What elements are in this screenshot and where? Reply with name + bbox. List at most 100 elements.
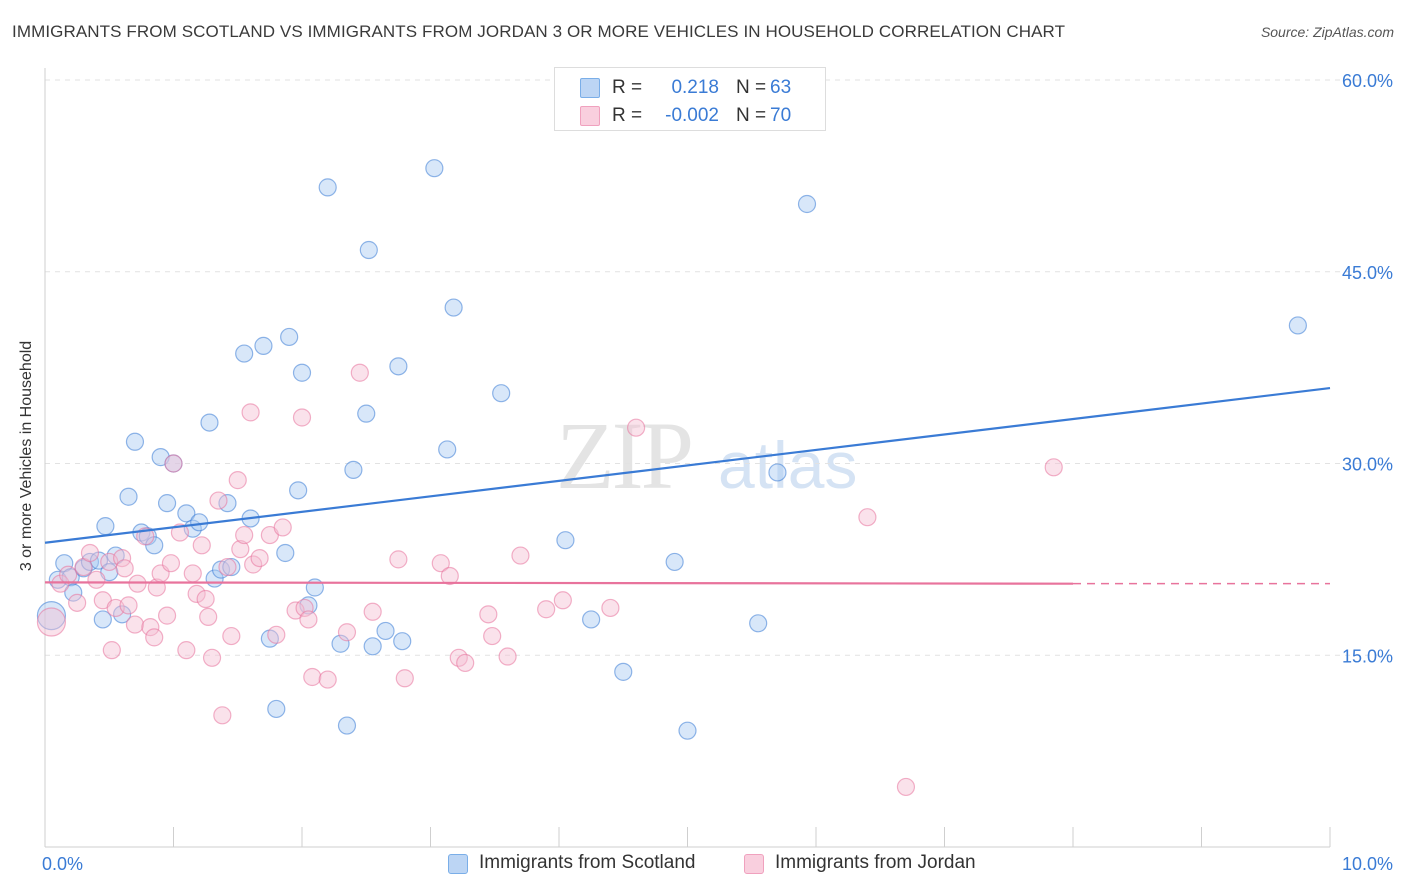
scotland-point (96, 517, 115, 536)
scotland-point (157, 494, 177, 513)
jordan-point (218, 557, 237, 577)
r-label: R = (612, 77, 643, 98)
scotland-point (768, 463, 787, 482)
jordan-point (192, 536, 211, 555)
jordan-point (209, 491, 228, 510)
jordan-point (36, 607, 67, 637)
scotland-point (582, 610, 601, 629)
scotland-point (359, 240, 378, 260)
scotland-point (177, 504, 196, 523)
jordan-point (59, 565, 78, 584)
scotland-point (292, 363, 312, 382)
jordan-point (222, 626, 241, 646)
jordan-point (295, 598, 314, 618)
jordan-point (299, 610, 318, 629)
jordan-point (553, 591, 572, 610)
jordan-point (141, 618, 160, 637)
scotland-point (190, 513, 209, 532)
trend-lines (44, 386, 1331, 585)
scotland-point (36, 601, 67, 631)
scotland-point (318, 178, 337, 197)
jordan-point (1044, 458, 1063, 477)
jordan-point (498, 647, 517, 666)
scotland-point (267, 699, 286, 719)
scotland-point (222, 557, 241, 577)
scotland-point (665, 552, 684, 572)
y-tick-label: 45.0% (1342, 263, 1393, 283)
jordan-point (250, 548, 269, 568)
jordan-point (303, 667, 322, 687)
jordan-point (183, 564, 202, 583)
jordan-point (363, 602, 382, 621)
jordan-point (479, 605, 498, 624)
scotland-point (254, 336, 273, 355)
scotland-point (376, 621, 395, 641)
scotland-point (438, 440, 457, 459)
jordan-point (858, 508, 877, 527)
jordan-point (115, 559, 134, 578)
scotland-point (276, 543, 295, 563)
r-value: -0.002 (665, 105, 719, 126)
jordan-swatch (580, 106, 600, 126)
series-legend: Immigrants from Scotland Immigrants from… (0, 852, 1406, 878)
scotland-point (344, 460, 363, 479)
scotland-point (389, 357, 408, 376)
jordan-point (125, 615, 145, 634)
jordan-point (187, 584, 206, 603)
jordan-point (128, 574, 147, 593)
scotland-point (614, 662, 633, 681)
scotland-point (492, 384, 511, 403)
jordan-point (228, 471, 247, 490)
jordan-point (431, 554, 450, 573)
jordan-point (235, 525, 254, 545)
stats-legend: R = 0.218 N = 63 R = -0.002 N = 70 (554, 67, 826, 131)
scotland-point (357, 404, 376, 423)
jordan-point (350, 363, 369, 382)
scotland-point (119, 487, 138, 506)
scotland-point (125, 432, 145, 451)
jordan-point (267, 625, 286, 644)
scotland-legend-swatch (448, 854, 468, 874)
jordan-point (896, 777, 916, 797)
source-label: Source: ZipAtlas.com (1260, 24, 1394, 40)
watermark-atlas: atlas (718, 428, 857, 502)
y-tick-label: 30.0% (1342, 455, 1393, 475)
axes (44, 68, 1331, 848)
jordan-point (395, 669, 414, 688)
jordan-point (164, 454, 183, 473)
jordan-point (626, 418, 646, 437)
jordan-point (199, 607, 218, 627)
jordan-point (231, 540, 250, 559)
scotland-point (64, 583, 83, 602)
n-label: N = (736, 77, 767, 98)
scotland-point (556, 531, 575, 550)
scotland-point (425, 159, 444, 178)
jordan-point (102, 641, 121, 660)
jordan-point (601, 598, 620, 618)
jordan-point (202, 648, 222, 667)
chart-title: IMMIGRANTS FROM SCOTLAND VS IMMIGRANTS F… (12, 22, 1066, 41)
jordan-point (537, 600, 556, 619)
legend-label: Immigrants from Jordan (775, 852, 976, 873)
scotland-point (235, 344, 254, 363)
scotland-point (280, 327, 299, 347)
jordan-point (241, 403, 260, 422)
jordan-point (213, 706, 232, 725)
jordan-point (80, 543, 100, 563)
data-points (36, 159, 1307, 797)
jordan-legend-swatch (744, 854, 764, 874)
stats-legend-row-jordan: R = -0.002 N = 70 (555, 102, 825, 130)
jordan-point (511, 546, 530, 565)
r-value: 0.218 (671, 77, 719, 98)
scotland-point (797, 194, 817, 214)
jordan-point (177, 641, 196, 660)
scotland-point (93, 610, 112, 629)
scotland-point (200, 413, 219, 432)
jordan-point (292, 408, 312, 427)
n-value: 70 (770, 105, 792, 126)
scotland-point (289, 481, 308, 500)
jordan-point (337, 623, 357, 642)
scotland-point (444, 298, 463, 317)
scotland-point (337, 716, 357, 735)
